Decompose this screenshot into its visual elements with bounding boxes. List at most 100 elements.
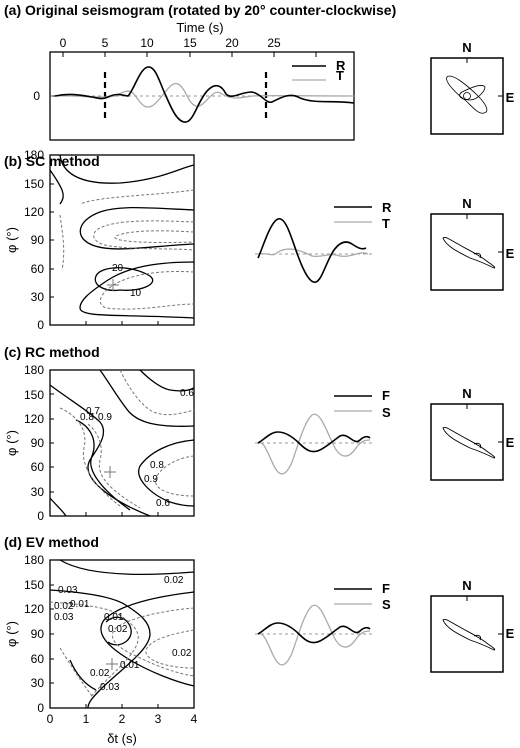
panel-d-xlabel: δt (s) [107, 731, 137, 746]
panel-b-frame [49, 154, 195, 326]
d-yt-30: 30 [31, 676, 45, 690]
d-legend-F: F [382, 581, 390, 596]
c-yt-30: 30 [31, 485, 45, 499]
pm-a-motion [446, 75, 488, 114]
panel-b-title: (b) SC method [4, 153, 100, 169]
pm-b-north: N [462, 196, 471, 211]
d-contour-003c: 0.03 [100, 682, 120, 693]
panel-a-trace-T [54, 82, 355, 108]
c-yt-150: 150 [24, 388, 44, 402]
xtick-25: 25 [267, 36, 281, 50]
panel-d-grid: φ (°) 0 30 60 90 120 150 180 0 1 2 3 4 δ… [4, 553, 198, 746]
pm-c-north: N [462, 386, 471, 401]
d-xt-2: 2 [119, 712, 126, 726]
d-yt-0: 0 [37, 701, 44, 715]
b-trace-R [257, 218, 367, 283]
panel-a-legend-R: R [336, 58, 346, 73]
panel-c-yticks: 0 30 60 90 120 150 180 [24, 363, 44, 523]
pm-a-east: E [506, 90, 515, 105]
b-contour-20: 20 [112, 263, 124, 274]
d-contour-002e: 0.02 [172, 648, 192, 659]
d-contour-002c: 0.02 [108, 624, 128, 635]
d-min-cross [106, 658, 118, 670]
c-contour-09b: 0.9 [144, 474, 158, 485]
pm-c-motion [442, 427, 496, 459]
c-yt-180: 180 [24, 363, 44, 377]
pm-d-east: E [506, 626, 515, 641]
d-contour-002a: 0.02 [164, 575, 184, 586]
d-contour-003b: 0.03 [54, 612, 74, 623]
panel-d-title: (d) EV method [4, 534, 99, 550]
panel-c-title: (c) RC method [4, 344, 100, 360]
panel-a-xtick-labels: 0 5 10 15 20 25 [60, 36, 281, 50]
panel-a-time-label: Time (s) [176, 20, 223, 35]
d-trace-S [257, 604, 371, 666]
c-contour-07: 0.7 [86, 406, 100, 417]
b-legend-R: R [382, 200, 392, 215]
panel-d-ylabel: φ (°) [4, 621, 19, 647]
b-yt-120: 120 [24, 205, 44, 219]
d-yt-150: 150 [24, 578, 44, 592]
panel-b-yticks: 0 30 60 90 120 150 180 [24, 148, 44, 332]
pm-b-frame [430, 213, 504, 291]
c-contour-08b: 0.8 [150, 460, 164, 471]
xtick-0: 0 [60, 36, 67, 50]
d-yt-120: 120 [24, 602, 44, 616]
panel-a-legend-T: T [336, 68, 344, 83]
b-yt-0: 0 [37, 318, 44, 332]
pm-c-frame [430, 403, 504, 481]
panel-c-ylabel: φ (°) [4, 430, 19, 456]
xtick-15: 15 [183, 36, 197, 50]
c-legend-S: S [382, 405, 391, 420]
d-yt-180: 180 [24, 553, 44, 567]
xtick-5: 5 [102, 36, 109, 50]
pm-d-motion [442, 619, 496, 651]
c-contour-08a: 0.8 [80, 412, 94, 423]
panel-c-grid: φ (°) 0 30 60 90 120 150 180 [4, 363, 195, 523]
b-min-cross [107, 279, 119, 291]
c-legend-F: F [382, 388, 390, 403]
d-xt-4: 4 [191, 712, 198, 726]
d-contour-001c: 0.01 [120, 660, 140, 671]
pm-a-frame [430, 57, 504, 135]
d-xt-1: 1 [83, 712, 90, 726]
c-yt-60: 60 [31, 460, 45, 474]
c-trace-S [257, 413, 371, 475]
d-contour-001b: 0.01 [104, 612, 124, 623]
d-yt-60: 60 [31, 652, 45, 666]
c-min-cross [104, 466, 116, 478]
c-yt-90: 90 [31, 436, 45, 450]
d-xt-0: 0 [47, 712, 54, 726]
pm-b-east: E [506, 246, 515, 261]
pm-c-east: E [506, 435, 515, 450]
pm-a-north: N [462, 40, 471, 55]
xtick-10: 10 [140, 36, 154, 50]
panel-d-xticks: 0 1 2 3 4 [47, 712, 198, 726]
panel-b-grid: φ (°) 0 30 60 90 120 150 180 [4, 148, 195, 332]
d-trace-F [257, 622, 371, 644]
c-contour-09a: 0.9 [98, 412, 112, 423]
b-yt-180: 180 [24, 148, 44, 162]
d-contour-002d: 0.02 [90, 668, 110, 679]
panel-d-yticks: 0 30 60 90 120 150 180 [24, 553, 44, 715]
pm-b-motion [442, 237, 496, 269]
d-contour-002b: 0.02 [54, 601, 74, 612]
d-xt-3: 3 [155, 712, 162, 726]
panel-a-title: (a) Original seismogram (rotated by 20° … [4, 2, 396, 18]
pm-d-frame [430, 595, 504, 673]
panel-b-ylabel: φ (°) [4, 227, 19, 253]
b-yt-30: 30 [31, 290, 45, 304]
panel-a-trace-R [54, 66, 355, 123]
panel-a-ytick-0: 0 [33, 89, 40, 103]
c-trace-F [257, 431, 371, 453]
c-contour-06a: 0.6 [180, 388, 194, 399]
c-yt-120: 120 [24, 412, 44, 426]
b-trace-T [257, 248, 369, 258]
d-legend-S: S [382, 597, 391, 612]
c-yt-0: 0 [37, 509, 44, 523]
d-yt-90: 90 [31, 627, 45, 641]
b-yt-60: 60 [31, 262, 45, 276]
b-yt-90: 90 [31, 233, 45, 247]
b-yt-150: 150 [24, 177, 44, 191]
